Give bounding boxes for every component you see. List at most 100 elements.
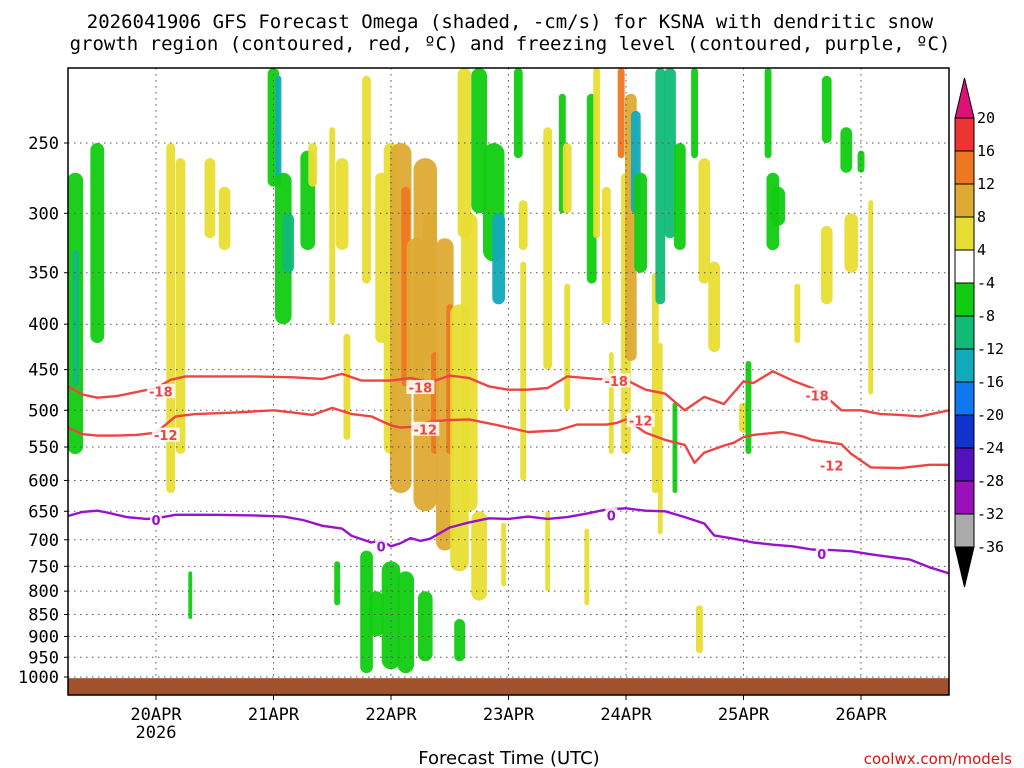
gridlines: [68, 68, 949, 695]
omega-shade-blob: [696, 605, 703, 654]
colorbar-swatch: [954, 249, 975, 284]
omega-shade-blob: [868, 200, 874, 395]
y-tick-label: 450: [28, 361, 59, 381]
omega-shade-blob: [343, 333, 351, 440]
omega-shade-blob: [275, 75, 282, 187]
omega-shade-blob: [461, 213, 478, 512]
omega-shade-blob: [674, 143, 686, 250]
contour-label-bg: [151, 427, 180, 442]
x-tick-label: 21APR: [248, 705, 300, 725]
omega-shade-blob: [593, 68, 601, 239]
colorbar-label: -20: [977, 406, 1004, 424]
contour-label: 0: [151, 514, 160, 529]
colorbar-label: 8: [977, 208, 986, 226]
contour-label-bg: [411, 421, 440, 436]
colorbar-swatch: [954, 513, 975, 548]
omega-shade-blob: [360, 550, 373, 674]
omega-shade-blob: [651, 272, 659, 494]
omega-shade-blob: [844, 213, 859, 273]
contour-label-bg: [375, 538, 388, 553]
omega-shade-blob: [617, 68, 625, 159]
contour-label-bg: [626, 412, 655, 427]
y-tick-label: 600: [28, 471, 59, 491]
contour-label: -18: [805, 390, 829, 405]
omega-shade-blob: [362, 75, 371, 284]
source-credit: coolwx.com/models: [864, 750, 1012, 768]
omega-shade-blob: [417, 591, 433, 662]
omega-shade-blob: [672, 402, 678, 494]
omega-shade-blob: [840, 127, 853, 173]
chart-title-line-1: 2026041906 GFS Forecast Omega (shaded, -…: [87, 11, 934, 33]
contour-label: -18: [409, 382, 433, 397]
omega-shade-blob: [602, 186, 611, 325]
omega-shade-blob: [543, 127, 553, 370]
omega-shade-blob: [664, 68, 676, 239]
contour-label: -18: [149, 386, 173, 401]
colorbar-swatch: [954, 381, 975, 416]
omega-shade-blob: [397, 571, 414, 674]
colorbar-label: 12: [977, 175, 995, 193]
contour-label: 0: [607, 509, 616, 524]
omega-shade-blob: [457, 68, 472, 239]
y-tick-label: 900: [28, 627, 59, 647]
contour-label: -18: [604, 375, 628, 390]
colorbar-swatch: [954, 447, 975, 482]
y-axis-ticks: 2503003504004505005506006507007508008509…: [18, 134, 68, 688]
colorbar-top-arrow: [954, 77, 975, 119]
colorbar-swatch: [954, 216, 975, 251]
omega-shade-blob: [90, 143, 105, 343]
colorbar-legend: 20 16 12 8 4 -4 -8 -12 -16 -20 -24 -28 -32 -36: [954, 77, 1004, 588]
surface-terrain: [68, 678, 949, 695]
colorbar-swatch: [954, 480, 975, 515]
omega-shade-blob: [691, 68, 698, 159]
y-tick-label: 800: [28, 582, 59, 602]
omega-shade-blob: [423, 213, 437, 361]
colorbar-label: -16: [977, 373, 1004, 391]
y-tick-label: 700: [28, 531, 59, 551]
colorbar-swatch: [954, 414, 975, 449]
y-tick-label: 400: [28, 315, 59, 335]
contour-label-bg: [406, 380, 435, 395]
colorbar-label: 16: [977, 142, 995, 160]
omega-shade-blob: [72, 250, 80, 387]
colorbar-swatch: [954, 315, 975, 350]
contour-label-bg: [815, 546, 828, 561]
colorbar-label: 20: [977, 109, 995, 127]
omega-shade-blob: [562, 143, 572, 214]
omega-shade-blob: [655, 68, 666, 305]
y-tick-label: 850: [28, 605, 59, 625]
y-tick-label: 500: [28, 401, 59, 421]
y-tick-label: 950: [28, 648, 59, 668]
contour-label: 0: [377, 540, 386, 555]
y-tick-label: 350: [28, 264, 59, 284]
omega-shade-blob: [282, 213, 294, 273]
colorbar-label: 4: [977, 241, 986, 259]
colorbar-label: -32: [977, 505, 1004, 523]
omega-shade-blob: [218, 186, 231, 250]
contour-label: -12: [154, 429, 178, 444]
omega-shade-blob: [188, 571, 193, 619]
omega-shade-blob: [369, 591, 384, 637]
x-tick-label: 20APR: [130, 705, 182, 725]
contour-label-bg: [817, 458, 846, 473]
omega-shade-blob: [166, 143, 176, 494]
colorbar-swatch: [954, 183, 975, 218]
omega-shade-blob: [794, 283, 801, 343]
omega-shade-blob: [513, 68, 523, 159]
omega-shade-blob: [471, 511, 487, 601]
omega-shading-layer: [67, 68, 874, 674]
chart-title-line-2: growth region (contoured, red, ºC) and f…: [70, 33, 951, 55]
omega-shade-blob: [634, 172, 647, 273]
contour-label: -12: [820, 460, 844, 475]
omega-shade-blob: [335, 158, 349, 250]
x-tick-label: 22APR: [365, 705, 417, 725]
colorbar-label: -8: [977, 307, 995, 325]
omega-shade-blob: [608, 352, 614, 454]
omega-shade-blob: [820, 225, 833, 305]
contour-line: [67, 406, 950, 470]
omega-shade-blob: [175, 158, 186, 454]
surface-band: [68, 678, 949, 695]
contour-line: [67, 507, 950, 575]
